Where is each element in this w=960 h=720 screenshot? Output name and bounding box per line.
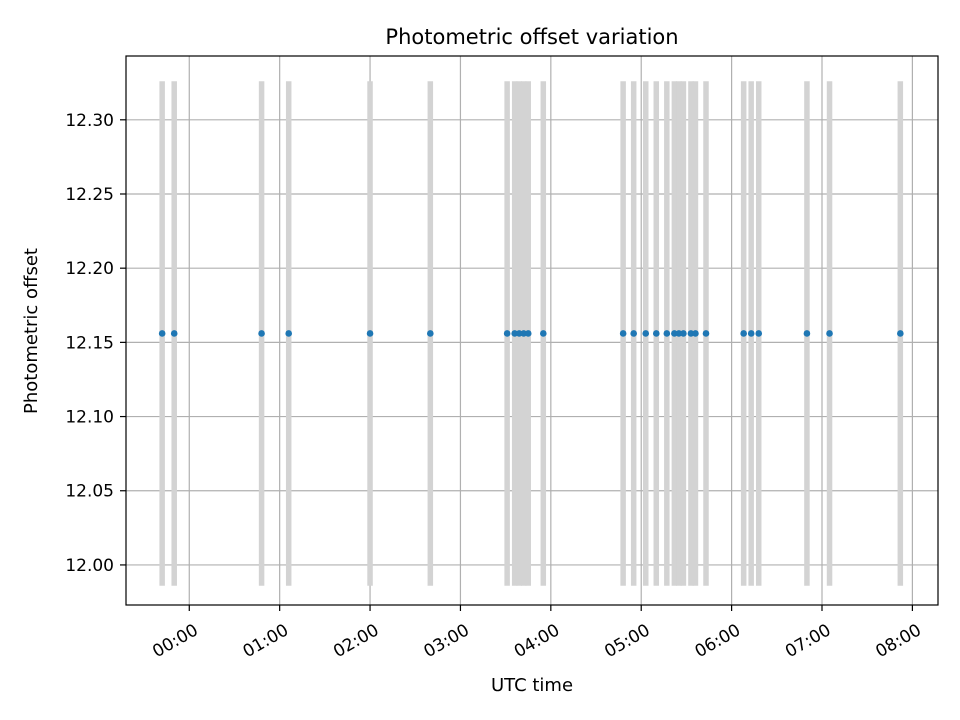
y-tick-label: 12.00 bbox=[65, 556, 114, 576]
data-point bbox=[642, 330, 650, 337]
y-tick-label: 12.10 bbox=[65, 408, 114, 428]
y-tick-label: 12.30 bbox=[65, 111, 114, 131]
data-point bbox=[520, 330, 528, 337]
data-point bbox=[511, 330, 518, 337]
data-point bbox=[366, 330, 374, 337]
plot-frame bbox=[125, 55, 939, 606]
data-point bbox=[619, 330, 627, 337]
data-point bbox=[524, 330, 532, 337]
data-point bbox=[687, 330, 695, 337]
chart-title: Photometric offset variation bbox=[385, 25, 678, 49]
data-point bbox=[747, 330, 755, 337]
data-point bbox=[630, 330, 637, 337]
data-point bbox=[702, 330, 710, 337]
data-points bbox=[158, 330, 904, 337]
y-tick-label: 12.25 bbox=[65, 185, 114, 205]
y-tick-label: 12.15 bbox=[65, 333, 114, 353]
data-point bbox=[539, 330, 547, 337]
data-point bbox=[755, 330, 763, 337]
data-point bbox=[740, 330, 747, 337]
y-axis-ticks: 12.00 12.05 12.10 12.15 12.20 12.25 12.30 bbox=[65, 111, 126, 576]
data-point bbox=[515, 330, 523, 337]
data-point bbox=[675, 330, 683, 337]
data-point bbox=[652, 330, 660, 337]
data-point bbox=[692, 330, 699, 337]
data-point bbox=[680, 330, 687, 337]
data-point bbox=[803, 330, 811, 337]
data-point bbox=[158, 330, 166, 337]
y-tick-label: 12.20 bbox=[65, 259, 114, 279]
data-point bbox=[285, 330, 293, 337]
data-point bbox=[663, 330, 671, 337]
y-axis-label: Photometric offset bbox=[21, 248, 42, 414]
data-point bbox=[170, 330, 178, 337]
data-point bbox=[503, 330, 511, 337]
data-point bbox=[671, 330, 678, 337]
data-point bbox=[897, 330, 904, 337]
data-point bbox=[826, 330, 833, 337]
data-point bbox=[427, 330, 434, 337]
y-tick-label: 12.05 bbox=[65, 482, 114, 502]
data-point bbox=[258, 330, 265, 337]
x-axis-label: UTC time bbox=[491, 675, 573, 696]
